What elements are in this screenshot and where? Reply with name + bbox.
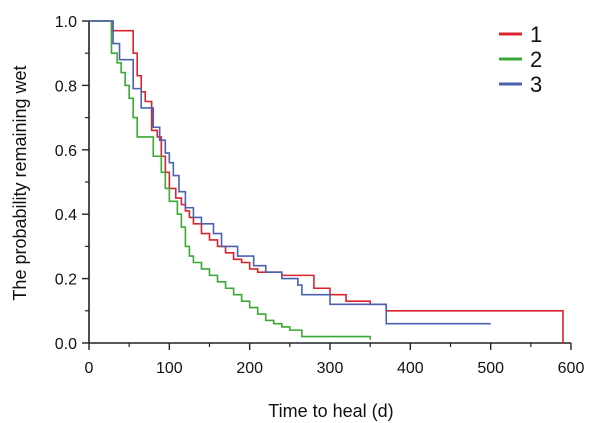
y-tick-label: 0.2 [55,272,77,289]
legend-label-3: 3 [530,72,542,97]
legend-label-2: 2 [530,47,542,72]
y-tick-label: 0.8 [55,78,77,95]
y-tick-label: 0.6 [55,143,77,160]
y-axis-title: The probability remaining wet [10,65,30,300]
y-tick-label: 0.0 [55,336,77,353]
x-axis-title: Time to heal (d) [268,401,393,421]
x-tick-label: 600 [558,360,585,377]
y-tick-label: 1.0 [55,14,77,31]
x-axis: 0 100 200 300 400 500 600 [85,342,585,377]
series-line-2 [89,20,371,340]
y-axis: 0.0 0.2 0.4 0.6 0.8 1.0 [55,14,90,353]
series-lines [89,20,564,343]
y-tick-label: 0.4 [55,207,77,224]
series-line-3 [89,20,491,325]
legend-label-1: 1 [530,22,542,47]
x-tick-label: 500 [477,360,504,377]
x-tick-label: 100 [156,360,183,377]
x-tick-label: 200 [236,360,263,377]
x-tick-label: 0 [85,360,94,377]
x-tick-label: 300 [317,360,344,377]
x-tick-label: 400 [397,360,424,377]
legend: 123 [499,22,542,97]
